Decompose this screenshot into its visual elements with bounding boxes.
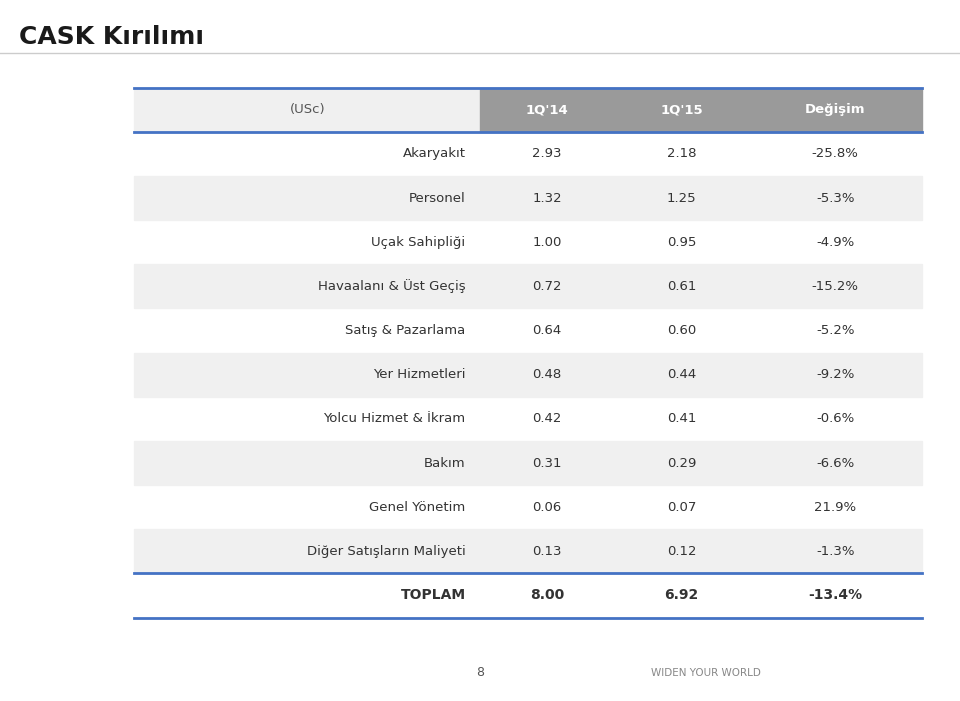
Text: -15.2%: -15.2%	[812, 280, 858, 293]
Bar	[614, 88, 749, 132]
Bar	[134, 264, 922, 308]
Text: Diğer Satışların Maliyeti: Diğer Satışların Maliyeti	[307, 545, 466, 558]
Text: Genel Yönetim: Genel Yönetim	[370, 501, 466, 514]
Text: 1Q'14: 1Q'14	[526, 103, 568, 116]
Bar	[134, 88, 480, 132]
Text: -25.8%: -25.8%	[812, 147, 858, 161]
Text: (USc): (USc)	[289, 103, 325, 116]
Text: Uçak Sahipliği: Uçak Sahipliği	[372, 236, 466, 249]
Text: Yolcu Hizmet & İkram: Yolcu Hizmet & İkram	[324, 412, 466, 426]
Text: Havaalanı & Üst Geçiş: Havaalanı & Üst Geçiş	[318, 280, 466, 293]
Text: -5.2%: -5.2%	[816, 324, 854, 337]
Text: -9.2%: -9.2%	[816, 368, 854, 381]
Text: -13.4%: -13.4%	[808, 589, 862, 602]
Text: Değişim: Değişim	[804, 103, 866, 116]
Text: 2.93: 2.93	[533, 147, 562, 161]
Text: 0.60: 0.60	[667, 324, 696, 337]
Text: 8: 8	[476, 667, 484, 679]
Text: 0.07: 0.07	[667, 501, 696, 514]
Text: -0.6%: -0.6%	[816, 412, 854, 426]
Text: 0.72: 0.72	[533, 280, 562, 293]
Text: 6.92: 6.92	[664, 589, 699, 602]
Text: 0.44: 0.44	[667, 368, 696, 381]
Text: 0.64: 0.64	[533, 324, 562, 337]
Text: 1.25: 1.25	[667, 191, 696, 205]
Text: 0.61: 0.61	[667, 280, 696, 293]
Text: Personel: Personel	[409, 191, 466, 205]
Text: 0.48: 0.48	[533, 368, 562, 381]
Text: 2.18: 2.18	[667, 147, 696, 161]
Text: 1.32: 1.32	[533, 191, 562, 205]
Text: Yer Hizmetleri: Yer Hizmetleri	[373, 368, 466, 381]
Text: -6.6%: -6.6%	[816, 456, 854, 470]
Text: 21.9%: 21.9%	[814, 501, 856, 514]
Text: 0.06: 0.06	[533, 501, 562, 514]
Text: TOPLAM: TOPLAM	[400, 589, 466, 602]
Text: Akaryakıt: Akaryakıt	[402, 147, 466, 161]
Text: 0.12: 0.12	[667, 545, 696, 558]
Bar	[749, 88, 922, 132]
Text: -5.3%: -5.3%	[816, 191, 854, 205]
Bar	[134, 441, 922, 485]
Bar	[480, 88, 614, 132]
Text: 0.13: 0.13	[533, 545, 562, 558]
Bar	[134, 529, 922, 573]
Text: -4.9%: -4.9%	[816, 236, 854, 249]
Text: 0.42: 0.42	[533, 412, 562, 426]
Bar	[134, 176, 922, 220]
Text: Satış & Pazarlama: Satış & Pazarlama	[346, 324, 466, 337]
Bar	[134, 353, 922, 397]
Text: WIDEN YOUR WORLD: WIDEN YOUR WORLD	[651, 668, 760, 678]
Text: CASK Kırılımı: CASK Kırılımı	[19, 25, 204, 48]
Text: 0.41: 0.41	[667, 412, 696, 426]
Text: 0.31: 0.31	[533, 456, 562, 470]
Text: Bakım: Bakım	[424, 456, 466, 470]
Text: 1Q'15: 1Q'15	[660, 103, 703, 116]
Text: 1.00: 1.00	[533, 236, 562, 249]
Text: -1.3%: -1.3%	[816, 545, 854, 558]
Text: 8.00: 8.00	[530, 589, 564, 602]
Text: 0.29: 0.29	[667, 456, 696, 470]
Text: 0.95: 0.95	[667, 236, 696, 249]
